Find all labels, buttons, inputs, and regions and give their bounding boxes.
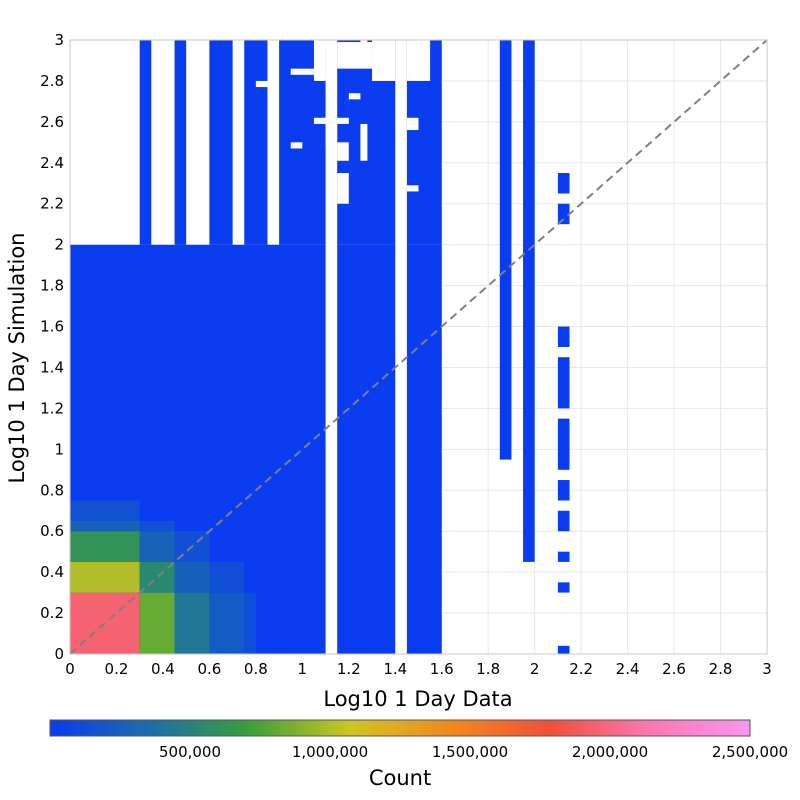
heatmap-cell	[70, 531, 140, 562]
heatmap-cell	[174, 561, 210, 593]
y-tick-label: 2.8	[40, 72, 64, 90]
y-tick-label: 1.6	[40, 318, 64, 336]
heatmap-empty-cell	[348, 93, 361, 100]
plot-frame	[69, 39, 768, 655]
x-tick-label: 2.8	[709, 660, 733, 678]
y-tick-label: 2.6	[40, 113, 64, 131]
heatmap-cell	[244, 592, 256, 654]
heatmap-sparse-cell	[557, 357, 570, 409]
heatmap-empty-cell	[151, 40, 175, 245]
x-tick-label: 2.6	[662, 660, 686, 678]
heatmap-empty-cell	[255, 80, 268, 88]
colorbar-tick-label: 500,000	[159, 743, 221, 761]
heatmap-empty-cell	[186, 40, 210, 245]
heatmap-cell	[139, 520, 175, 532]
heatmap-empty-cell	[406, 40, 431, 81]
heatmap-sparse-cell	[557, 203, 570, 225]
x-axis-label: Log10 1 Day Data	[323, 687, 512, 711]
heatmap-empty-cell	[290, 142, 303, 149]
heatmap-empty-cell	[232, 40, 245, 245]
heatmap-empty-cell	[337, 142, 349, 161]
colorbar-tick-label: 2,500,000	[712, 743, 788, 761]
heatmap-empty-cell	[337, 173, 349, 204]
colorbar-tick-label: 1,500,000	[432, 743, 508, 761]
heatmap-sparse-cell	[557, 645, 570, 654]
x-tick-label: 3	[762, 660, 772, 678]
x-tick-label: 0.8	[244, 660, 268, 678]
heatmap-empty-cell	[372, 40, 396, 81]
y-axis-label: Log10 1 Day Simulation	[5, 233, 29, 484]
y-tick-label: 0.4	[40, 563, 64, 581]
y-tick-label: 1.8	[40, 277, 64, 295]
x-tick-label: 2.4	[616, 660, 640, 678]
y-tick-label: 1	[54, 440, 64, 458]
y-tick-label: 1.2	[40, 399, 64, 417]
y-tick-label: 3	[54, 31, 64, 49]
x-tick-label: 1	[298, 660, 308, 678]
y-tick-label: 2.4	[40, 154, 64, 172]
heatmap-sparse-cell	[499, 40, 512, 460]
heatmap-sparse-cell	[557, 551, 570, 562]
x-tick-label: 1.4	[383, 660, 407, 678]
x-tick-label: 1.6	[430, 660, 454, 678]
heatmap-empty-cell	[406, 185, 419, 192]
x-tick-label: 0.6	[197, 660, 221, 678]
heatmap-sparse-cell	[557, 326, 570, 347]
heatmap-cell	[70, 520, 140, 532]
y-tick-label: 1.4	[40, 358, 64, 376]
heatmap-sparse-cell	[557, 582, 570, 593]
heatmap-empty-cell	[395, 40, 407, 654]
heatmap-cell	[139, 592, 175, 654]
colorbar-tick-label: 2,000,000	[572, 743, 648, 761]
x-tick-label: 0.4	[151, 660, 175, 678]
x-tick-label: 0	[65, 660, 75, 678]
heatmap-cell	[209, 592, 245, 654]
y-tick-label: 0	[54, 645, 64, 663]
heatmap-sparse-cell	[557, 510, 570, 532]
colorbar-label: Count	[369, 766, 431, 790]
heatmap-sparse-cell	[557, 480, 570, 501]
heatmap-cell	[139, 531, 175, 562]
heatmap-empty-cell	[360, 123, 368, 161]
heatmap-sparse-cell	[557, 418, 570, 470]
heatmap-sparse-cell	[557, 173, 570, 194]
heatmap-empty-cell	[267, 40, 280, 245]
heatmap-empty-cell	[325, 40, 338, 654]
y-tick-label: 0.2	[40, 604, 64, 622]
heatmap-empty-cell	[290, 68, 314, 75]
heatmap-cell	[209, 561, 245, 593]
x-tick-label: 2	[530, 660, 540, 678]
heatmap-empty-cell	[344, 50, 373, 57]
colorbar-ticks: 500,000 1,000,000 1,500,000 2,000,000 2,500,…	[159, 743, 788, 761]
heatmap-empty-cell	[313, 40, 326, 81]
x-tick-label: 2.2	[569, 660, 593, 678]
heatmap-empty-cell	[406, 117, 419, 131]
x-tick-label: 1.2	[337, 660, 361, 678]
heatmap-empty-cell	[70, 40, 140, 245]
x-axis-ticks: 0 0.2 0.4 0.6 0.8 1 1.2 1.4 1.6 1.8 2 2.2 2.4 2.6 2.8 3	[65, 660, 772, 678]
heatmap-empty-cell	[325, 117, 338, 149]
y-tick-label: 0.8	[40, 481, 64, 499]
colorbar-tick-label: 1,000,000	[292, 743, 368, 761]
heatmap-cell	[70, 561, 140, 593]
y-tick-label: 0.6	[40, 522, 64, 540]
heatmap-empty-cell	[360, 40, 368, 47]
y-axis-ticks: 0 0.2 0.4 0.6 0.8 1 1.2 1.4 1.6 1.8 2 2.2 2.4 2.6 2.8 3	[40, 31, 64, 663]
heatmap-cell	[174, 592, 210, 654]
y-tick-label: 2.2	[40, 195, 64, 213]
x-tick-label: 1.8	[476, 660, 500, 678]
heatmap-sparse-cell	[523, 40, 535, 562]
heatmap-cell	[70, 500, 140, 521]
reference-diagonal-line	[69, 39, 768, 655]
y-tick-label: 2	[54, 236, 64, 254]
x-tick-label: 0.2	[105, 660, 129, 678]
heatmap-cells	[70, 40, 570, 654]
colorbar	[49, 719, 751, 737]
